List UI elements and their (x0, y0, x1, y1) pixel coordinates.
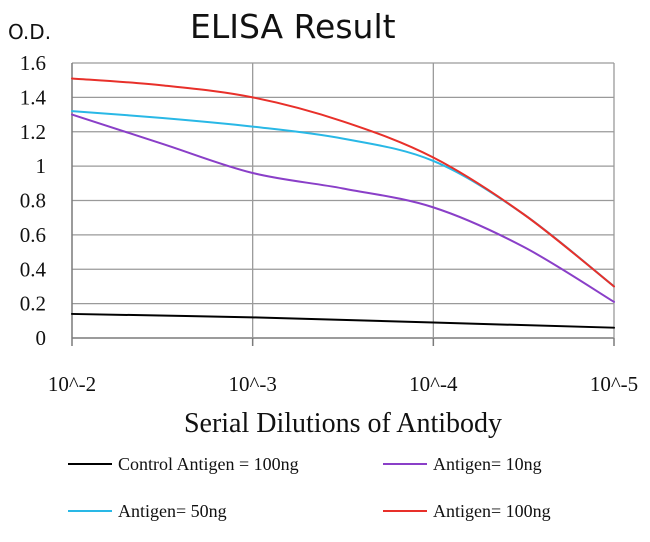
series-line (71, 113, 615, 303)
y-axis-label: O.D. (8, 20, 51, 44)
x-tick-labels: 10^-2 10^-3 10^-4 10^-5 (48, 372, 638, 396)
y-tick-label: 0.2 (20, 292, 46, 316)
x-axis-label: Serial Dilutions of Antibody (184, 408, 502, 439)
y-tick-label: 0 (36, 326, 47, 350)
series-line (71, 110, 615, 288)
legend: Control Antigen = 100ng Antigen= 10ng Anti… (68, 454, 551, 521)
series-line (71, 77, 615, 288)
y-tick-label: 1 (36, 154, 47, 178)
grid (71, 62, 615, 346)
chart-title: ELISA Result (190, 7, 396, 46)
x-tick-label: 10^-2 (48, 372, 96, 396)
legend-label: Antigen= 50ng (118, 501, 227, 521)
series-lines (71, 77, 615, 329)
y-tick-labels: 0 0.2 0.4 0.6 0.8 1 1.2 1.4 1.6 (20, 51, 47, 350)
y-tick-label: 0.6 (20, 223, 46, 247)
y-tick-label: 1.6 (20, 51, 46, 75)
x-tick-label: 10^-4 (409, 372, 458, 396)
y-tick-label: 1.4 (20, 85, 47, 109)
x-tick-label: 10^-5 (590, 372, 638, 396)
y-tick-label: 0.8 (20, 189, 46, 213)
y-tick-label: 1.2 (20, 120, 46, 144)
x-tick-label: 10^-3 (228, 372, 276, 396)
series-line (71, 312, 615, 329)
legend-label: Antigen= 10ng (433, 454, 542, 474)
y-tick-label: 0.4 (20, 257, 47, 281)
legend-label: Control Antigen = 100ng (118, 454, 299, 474)
legend-label: Antigen= 100ng (433, 501, 551, 521)
